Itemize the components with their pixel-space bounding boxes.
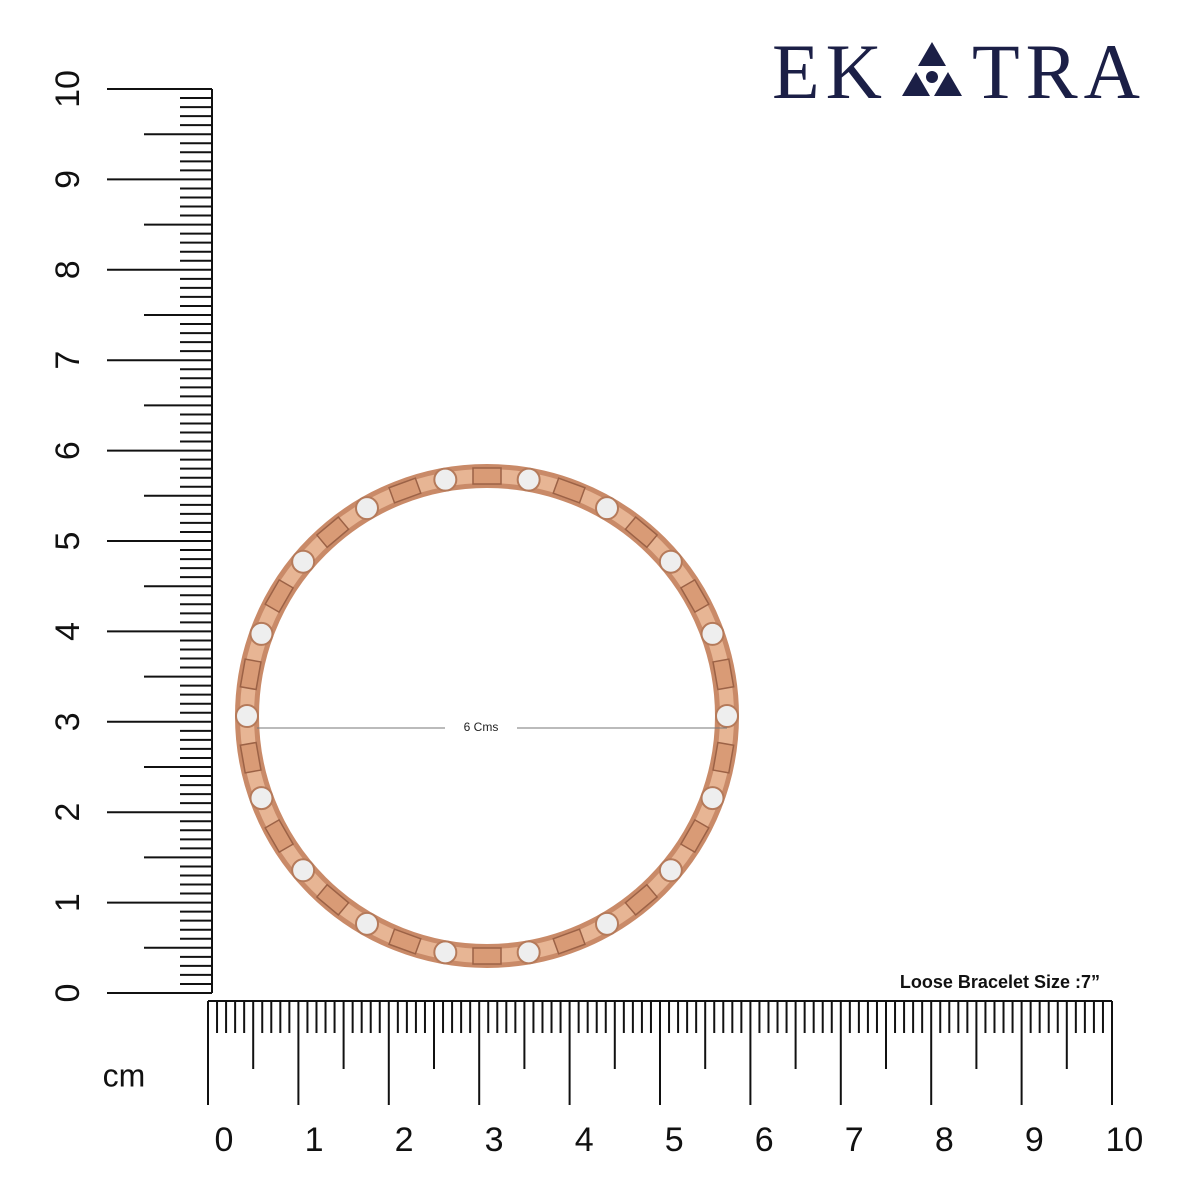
link xyxy=(624,515,659,549)
link xyxy=(264,818,295,854)
ruler-label: 5 xyxy=(49,532,87,551)
link xyxy=(472,467,502,485)
link xyxy=(264,578,295,614)
link xyxy=(624,883,659,917)
stone xyxy=(291,549,316,574)
stone xyxy=(355,496,379,521)
stone xyxy=(355,911,379,936)
ruler-label: 9 xyxy=(1025,1121,1044,1159)
vertical-ruler: 0 1 2 3 4 5 6 7 8 9 10 xyxy=(49,70,213,1003)
stone xyxy=(658,858,683,883)
ruler-label: 10 xyxy=(1105,1121,1143,1159)
ruler-label: 5 xyxy=(665,1121,684,1159)
ruler-label: 10 xyxy=(49,70,87,108)
brand-left: EK xyxy=(772,28,888,115)
stone xyxy=(235,704,259,728)
brand-right: TRA xyxy=(972,28,1146,115)
stone xyxy=(658,549,683,574)
stone xyxy=(595,496,619,521)
ruler-label: 4 xyxy=(49,622,87,641)
stone xyxy=(291,858,316,883)
stone xyxy=(433,467,458,492)
ruler-label: 8 xyxy=(935,1121,954,1159)
ruler-label: 2 xyxy=(395,1121,414,1159)
ruler-label: 0 xyxy=(215,1121,234,1159)
ruler-label: 1 xyxy=(49,893,87,912)
stone xyxy=(249,786,274,811)
ruler-label: 1 xyxy=(305,1121,324,1159)
stone xyxy=(433,940,458,965)
link xyxy=(679,578,710,614)
stone xyxy=(516,467,541,492)
link xyxy=(472,947,502,965)
ruler-label: 9 xyxy=(49,170,87,189)
horizontal-ruler: 0 1 2 3 4 5 6 7 8 9 10 xyxy=(207,1000,1143,1159)
stone xyxy=(700,621,725,646)
stone xyxy=(595,911,619,936)
link xyxy=(315,515,350,549)
bracelet xyxy=(235,464,739,968)
link xyxy=(388,928,422,955)
ruler-label: 8 xyxy=(49,260,87,279)
logo-icon xyxy=(902,42,962,96)
link xyxy=(552,477,586,504)
ruler-label: 3 xyxy=(485,1121,504,1159)
stone xyxy=(715,704,739,728)
link xyxy=(552,928,586,955)
link xyxy=(239,658,262,691)
stone xyxy=(516,940,541,965)
measurement-label: 6 Cms xyxy=(464,720,499,734)
link xyxy=(388,477,422,504)
logo: EK TRA xyxy=(772,28,1146,115)
link xyxy=(315,883,350,917)
link xyxy=(679,818,710,854)
unit-label: cm xyxy=(103,1057,146,1093)
stone xyxy=(249,621,274,646)
size-label: Loose Bracelet Size :7” xyxy=(900,972,1100,992)
stone xyxy=(700,786,725,811)
measurement: 6 Cms xyxy=(257,720,727,734)
ruler-label: 6 xyxy=(49,441,87,460)
ruler-label: 7 xyxy=(845,1121,864,1159)
link xyxy=(239,741,262,774)
link xyxy=(712,658,735,691)
ruler-label: 0 xyxy=(49,984,87,1003)
link xyxy=(712,741,735,774)
ruler-label: 4 xyxy=(575,1121,594,1159)
ruler-label: 2 xyxy=(49,803,87,822)
ruler-label: 6 xyxy=(755,1121,774,1159)
ruler-label: 7 xyxy=(49,351,87,370)
ruler-label: 3 xyxy=(49,712,87,731)
